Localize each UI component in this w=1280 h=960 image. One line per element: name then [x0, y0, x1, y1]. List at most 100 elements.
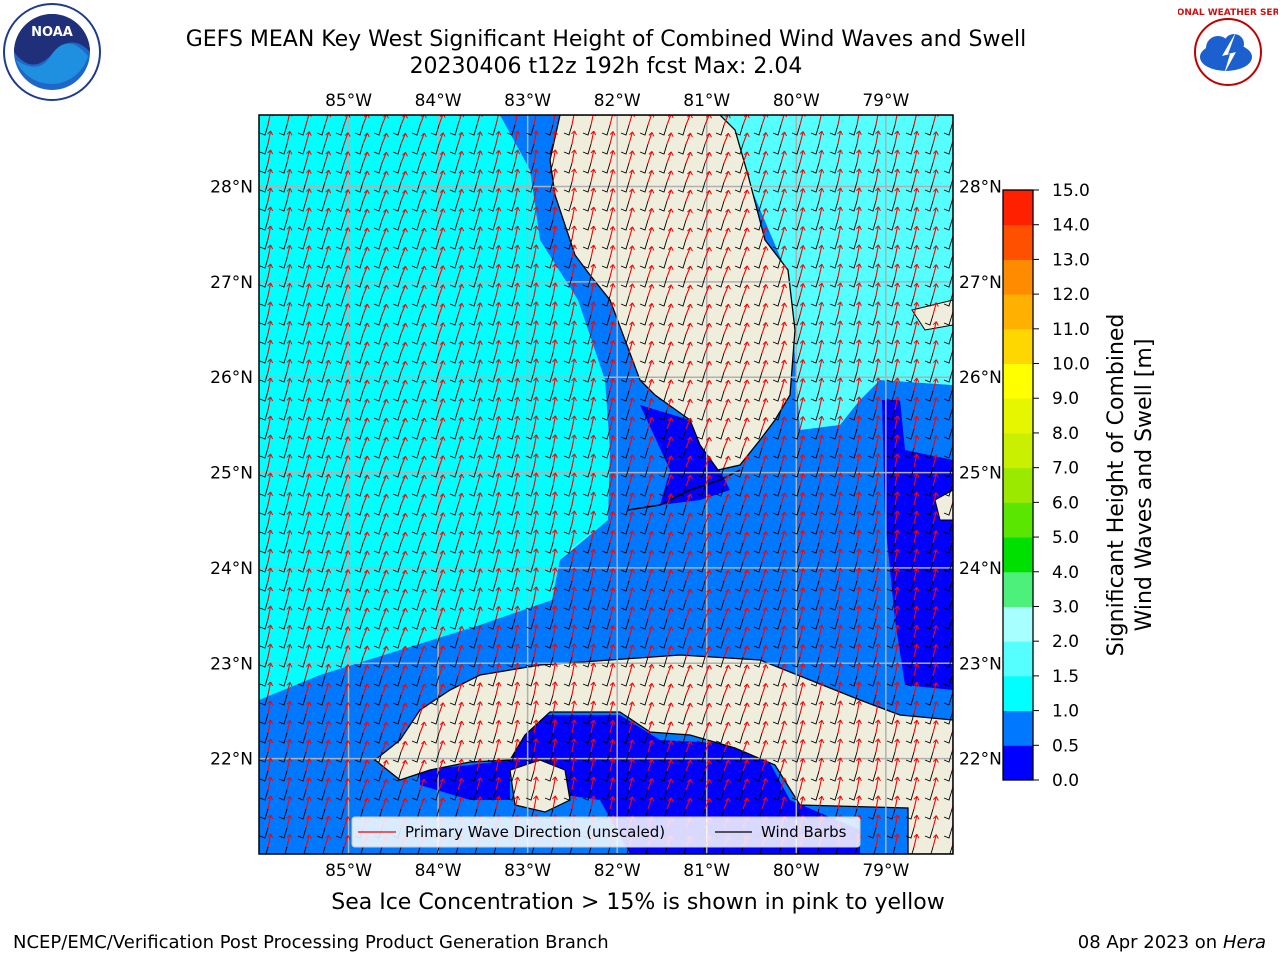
wind-barb — [867, 523, 877, 535]
wave-arrow-head — [514, 453, 521, 459]
wind-barb — [392, 333, 402, 345]
wave-arrow-head — [706, 588, 712, 594]
wind-barb — [620, 314, 630, 326]
wave-arrow-head — [687, 721, 693, 727]
wave-arrow-head — [421, 493, 427, 499]
wind-barb — [392, 618, 402, 630]
wave-arrow-head — [894, 301, 901, 307]
wind-barb — [582, 618, 592, 630]
wind-barb — [297, 637, 307, 649]
wave-arrow-head — [687, 664, 693, 670]
wind-barb — [696, 143, 706, 155]
wave-arrow — [761, 721, 767, 734]
wave-arrow — [362, 132, 368, 145]
wave-arrow-head — [325, 758, 332, 764]
wave-arrow-head — [762, 607, 769, 612]
colorbar-tick-label: 1.0 — [1052, 702, 1079, 722]
wind-barb — [924, 580, 934, 592]
wave-arrow-head — [421, 132, 427, 138]
wind-barb — [360, 846, 364, 854]
wave-arrow-head — [667, 436, 674, 442]
wave-arrow-head — [325, 682, 332, 688]
wave-arrow-head — [495, 662, 502, 668]
wind-barb — [525, 751, 535, 763]
wave-arrow — [780, 796, 786, 810]
wave-arrow — [343, 170, 349, 183]
wind-barb — [468, 390, 478, 402]
wave-arrow — [685, 379, 691, 392]
wind-barb — [563, 181, 573, 193]
wave-arrow-head — [743, 702, 750, 708]
wave-arrow-head — [856, 377, 862, 383]
wave-arrow-head — [875, 168, 881, 174]
wind-barb — [658, 580, 668, 592]
wave-arrow-head — [913, 282, 920, 288]
wave-arrow-head — [402, 512, 408, 518]
wave-arrow-head — [706, 702, 712, 708]
wave-arrow — [571, 719, 576, 734]
wind-barb — [506, 580, 516, 592]
colorbar-tick-label: 5.0 — [1052, 528, 1079, 548]
wind-barb — [411, 713, 421, 725]
wave-arrow — [742, 208, 748, 221]
wave-arrow — [837, 662, 842, 677]
wave-arrow-head — [781, 701, 788, 707]
wave-arrow — [780, 264, 786, 278]
wave-arrow — [324, 454, 330, 468]
wave-arrow-head — [383, 170, 389, 176]
wave-arrow — [818, 340, 823, 354]
wind-barb — [791, 200, 801, 212]
wave-arrow-head — [305, 815, 312, 820]
wind-barb — [924, 599, 934, 611]
wind-barb — [468, 276, 478, 288]
wind-barb — [696, 694, 706, 706]
wind-barb — [335, 162, 345, 174]
wave-arrow-head — [286, 225, 293, 231]
wave-arrow — [533, 115, 537, 126]
wave-arrow — [533, 263, 537, 278]
wave-arrow — [590, 416, 595, 430]
wind-barb — [696, 390, 706, 402]
wave-arrow-head — [629, 302, 635, 308]
wind-barb — [563, 447, 573, 459]
wave-arrow — [476, 587, 481, 601]
wave-arrow — [761, 474, 767, 487]
wind-barb — [297, 162, 307, 174]
wind-barb — [316, 694, 326, 706]
wind-barb — [430, 504, 440, 516]
wave-arrow — [571, 453, 576, 468]
wave-arrow-head — [609, 302, 616, 307]
wind-barb — [677, 162, 687, 174]
wind-barb — [544, 143, 554, 155]
wave-arrow-head — [667, 645, 674, 651]
wind-barb — [658, 371, 668, 383]
wind-barb — [658, 124, 668, 136]
wind-barb — [753, 219, 763, 231]
wind-barb — [506, 656, 516, 668]
wave-arrow — [913, 587, 918, 601]
colorbar-tick-label: 14.0 — [1052, 216, 1090, 236]
wave-arrow-head — [267, 225, 274, 231]
wave-arrow — [647, 379, 653, 392]
wave-arrow — [628, 473, 634, 487]
wind-barb — [848, 694, 858, 706]
wave-arrow-head — [913, 130, 920, 136]
wind-barb — [544, 238, 554, 250]
wave-arrow — [856, 301, 860, 316]
wave-arrow-head — [495, 415, 502, 421]
wave-arrow-head — [856, 263, 862, 269]
wind-barb — [867, 637, 877, 649]
wave-arrow — [438, 569, 444, 582]
wind-barb — [506, 428, 516, 440]
wind-barb — [658, 238, 668, 250]
wave-arrow — [704, 323, 711, 335]
wave-arrow-head — [894, 738, 901, 744]
wind-barb — [430, 238, 440, 250]
wave-arrow — [495, 302, 500, 316]
wave-arrow — [647, 303, 653, 316]
wave-arrow-head — [856, 149, 862, 155]
wave-arrow — [799, 796, 804, 810]
wave-arrow-head — [421, 208, 427, 214]
wave-arrow — [742, 740, 748, 753]
wave-arrow-head — [818, 472, 825, 478]
